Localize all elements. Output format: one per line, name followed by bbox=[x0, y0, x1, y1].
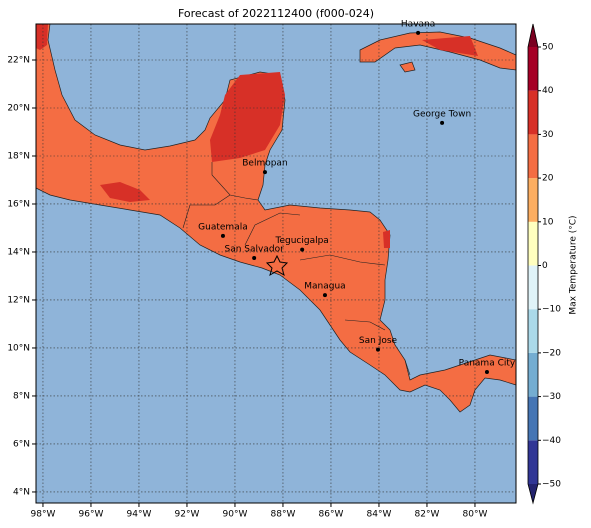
colorbar-band bbox=[528, 47, 538, 91]
y-tick-label: 18°N bbox=[7, 151, 30, 161]
city-marker bbox=[220, 233, 225, 238]
city-label: George Town bbox=[413, 109, 471, 119]
x-tick-label: 98°W bbox=[31, 510, 56, 520]
grid bbox=[36, 24, 516, 503]
map-title: Forecast of 2022112400 (f000-024) bbox=[178, 7, 374, 20]
colorbar-band bbox=[528, 309, 538, 353]
x-tick-label: 94°W bbox=[127, 510, 152, 520]
y-tick-label: 16°N bbox=[7, 199, 30, 209]
colorbar-band bbox=[528, 221, 538, 266]
colorbar-band bbox=[528, 396, 538, 441]
city-label: San Jose bbox=[359, 336, 398, 346]
colorbar-band bbox=[528, 134, 538, 179]
y-tick-label: 6°N bbox=[13, 439, 30, 449]
city-marker bbox=[416, 30, 421, 35]
city-marker bbox=[262, 170, 267, 175]
x-tick-label: 96°W bbox=[79, 510, 104, 520]
city-marker bbox=[300, 247, 305, 252]
storm-marker bbox=[265, 254, 289, 277]
colorbar-tick-label: 30 bbox=[542, 130, 554, 140]
colorbar-band bbox=[528, 352, 538, 397]
x-tick-label: 82°W bbox=[415, 510, 440, 520]
x-tick-label: 86°W bbox=[319, 510, 344, 520]
colorbar-band bbox=[528, 178, 538, 222]
city-label: San Salvador bbox=[225, 244, 285, 254]
colorbar-tick-label: 40 bbox=[542, 86, 554, 96]
city-label: Tegucigalpa bbox=[274, 236, 328, 246]
y-tick-label: 10°N bbox=[7, 343, 30, 353]
city-marker bbox=[440, 120, 445, 125]
colorbar-tick-label: −20 bbox=[542, 348, 561, 358]
colorbar-band bbox=[528, 265, 538, 310]
colorbar-tick-label: 10 bbox=[542, 217, 554, 227]
colorbar-band bbox=[528, 90, 538, 135]
city-marker bbox=[252, 255, 257, 260]
map-frame bbox=[35, 23, 517, 504]
colorbar-tick-label: −30 bbox=[542, 392, 561, 402]
city-marker bbox=[376, 347, 380, 352]
city-marker bbox=[322, 293, 327, 298]
land bbox=[35, 23, 517, 413]
city-label: Belmopan bbox=[242, 159, 287, 169]
y-tick-label: 20°N bbox=[7, 103, 30, 113]
colorbar-tick-label: 0 bbox=[542, 261, 548, 271]
x-tick-label: 92°W bbox=[175, 510, 200, 520]
y-tick-label: 8°N bbox=[13, 391, 30, 401]
city-label: Managua bbox=[304, 282, 345, 292]
y-tick-label: 4°N bbox=[13, 487, 30, 497]
x-tick-label: 90°W bbox=[223, 510, 248, 520]
x-tick-label: 88°W bbox=[271, 510, 296, 520]
x-tick-label: 80°W bbox=[463, 510, 488, 520]
colorbar-tick-label: 20 bbox=[542, 174, 554, 184]
y-tick-label: 12°N bbox=[7, 295, 30, 305]
colorbar-tick-label: −50 bbox=[542, 480, 561, 490]
colorbar: −50 −40 −30 −20 −10 0 10 20 30 40 50 bbox=[527, 23, 561, 505]
colorbar-extend-under bbox=[528, 484, 538, 503]
colorbar-tick-label: 50 bbox=[542, 43, 554, 53]
city-marker bbox=[484, 369, 489, 374]
colorbar-label: Max Temperature (°C) bbox=[569, 215, 579, 314]
colorbar-extend-over bbox=[528, 24, 538, 47]
colorbar-band bbox=[528, 440, 538, 484]
x-tick-label: 84°W bbox=[367, 510, 392, 520]
colorbar-tick-label: −40 bbox=[542, 436, 561, 446]
colorbar-tick-label: −10 bbox=[542, 305, 561, 315]
city-label: Guatemala bbox=[198, 222, 248, 232]
y-tick-label: 14°N bbox=[7, 247, 30, 257]
city-label: Panama City bbox=[459, 358, 516, 368]
y-tick-label: 22°N bbox=[7, 55, 30, 65]
